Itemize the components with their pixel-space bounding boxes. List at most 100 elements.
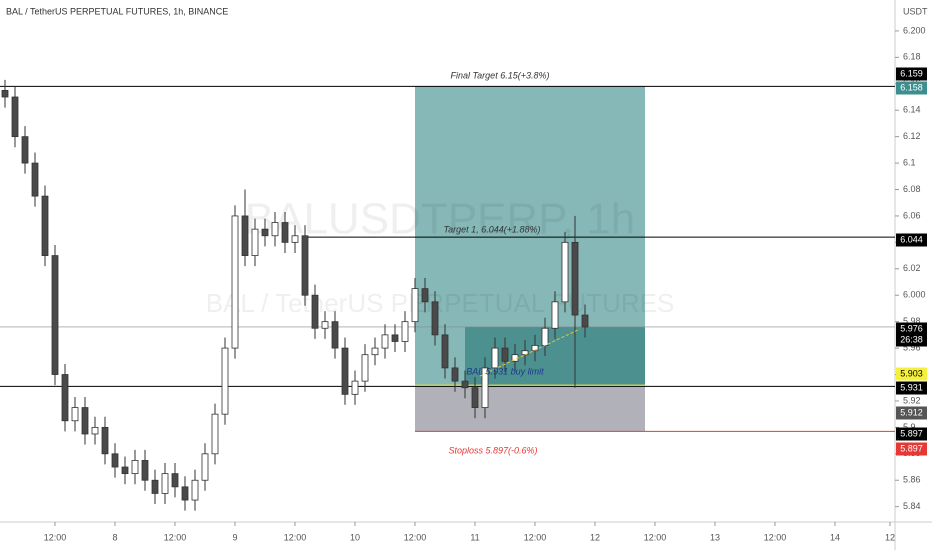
price-badge-label: 5.931: [900, 382, 923, 392]
candle-body: [211, 413, 219, 455]
candle-body: [461, 380, 469, 389]
price-badge-label: 6.159: [900, 68, 923, 78]
candle-body: [391, 334, 399, 342]
candle-body: [361, 354, 369, 382]
candle-body: [551, 301, 559, 329]
x-tick-label: 12: [590, 532, 600, 542]
candle-body: [221, 347, 229, 415]
candle-body: [541, 327, 549, 346]
price-badge: [896, 442, 927, 456]
candle-body: [71, 407, 79, 422]
candle-body: [251, 228, 259, 256]
y-tick-label: 6.18: [903, 52, 921, 62]
candle-body: [301, 235, 309, 296]
candle-body: [491, 347, 499, 369]
x-tick-label: 9: [232, 532, 237, 542]
candle-body: [51, 255, 59, 375]
price-badge: [896, 67, 927, 81]
candle-body: [291, 235, 299, 243]
candle-body: [141, 460, 149, 481]
candle-body: [531, 345, 539, 352]
x-tick-label: 12:00: [524, 532, 547, 542]
entry-label: BAL 5.931 buy limit: [466, 366, 544, 376]
candle-body: [371, 347, 379, 356]
y-tick-label: 5.96: [903, 342, 921, 352]
candle-body: [261, 228, 269, 237]
x-tick-label: 12:00: [404, 532, 427, 542]
final-target-label: Final Target 6.15(+3.8%): [451, 70, 550, 80]
candle-body: [451, 367, 459, 382]
stop-label: Stoploss 5.897(-0.6%): [448, 445, 537, 455]
x-tick-label: 12:00: [284, 532, 307, 542]
candle-body: [341, 347, 349, 395]
candle-body: [241, 215, 249, 256]
y-tick-label: 6.08: [903, 184, 921, 194]
y-tick-label: 5.86: [903, 475, 921, 485]
countdown-label: 26:38: [900, 334, 923, 344]
price-badge: [896, 233, 927, 247]
y-tick-label: 5.9: [903, 422, 916, 432]
y-tick-label: 6.14: [903, 105, 921, 115]
y-tick-label: 5.84: [903, 501, 921, 511]
candle-body: [121, 466, 129, 475]
candle-body: [161, 473, 169, 494]
candle-body: [201, 453, 209, 481]
price-badge: [896, 367, 927, 381]
position-tool: [415, 86, 645, 432]
x-tick-label: 12:00: [44, 532, 67, 542]
target-1-label: Target 1, 6.044(+1.88%): [444, 224, 541, 234]
candle-body: [101, 426, 109, 455]
candle-body: [281, 222, 289, 243]
candle-body: [91, 426, 99, 435]
candle-body: [501, 347, 509, 362]
candle-body: [521, 350, 529, 356]
candle-body: [131, 460, 139, 475]
candle-body: [561, 241, 569, 303]
candle-body: [421, 288, 429, 303]
y-tick-label: 6.06: [903, 210, 921, 220]
price-badge: [896, 406, 927, 420]
x-tick-label: 14: [830, 532, 840, 542]
x-tick-label: 8: [112, 532, 117, 542]
candle-body: [481, 367, 489, 408]
candle-body: [471, 387, 479, 408]
price-badge-label: 5.976: [900, 323, 923, 333]
entry-path: [479, 328, 581, 377]
candle-body: [111, 453, 119, 468]
candle-body: [351, 380, 359, 395]
candle-body: [411, 288, 419, 323]
price-badge-label: 6.158: [900, 82, 923, 92]
candle-body: [581, 314, 589, 328]
x-tick-label: 11: [470, 532, 479, 542]
price-badge-label: 5.912: [900, 407, 923, 417]
candle-body: [311, 294, 319, 329]
price-badge-label: 5.897: [900, 428, 923, 438]
price-badge: [896, 81, 927, 95]
y-tick-label: 5.92: [903, 395, 921, 405]
y-tick-label: 6.12: [903, 131, 921, 141]
candle-body: [331, 321, 339, 349]
x-tick-label: 12:00: [164, 532, 187, 542]
candle-body: [41, 195, 49, 256]
candle-body: [21, 136, 29, 164]
candle-body: [381, 334, 389, 349]
candle-body: [271, 222, 279, 237]
axis-unit: USDT: [903, 6, 928, 16]
price-badge: [896, 381, 927, 395]
candle-body: [441, 334, 449, 369]
candle-body: [31, 162, 39, 197]
chart-title: BAL / TetherUS PERPETUAL FUTURES, 1h, BI…: [6, 6, 228, 16]
candle-body: [151, 479, 159, 494]
x-tick-label: 10: [350, 532, 360, 542]
y-tick-label: 6.200: [903, 25, 926, 35]
y-tick-label: 6.02: [903, 263, 921, 273]
candle-body: [321, 321, 329, 329]
candle-body: [431, 301, 439, 336]
candle-body: [1, 89, 9, 98]
candle-body: [181, 486, 189, 501]
candle-body: [11, 96, 19, 138]
candle-body: [571, 241, 579, 316]
candle-body: [61, 374, 69, 422]
y-tick-label: 6.000: [903, 290, 926, 300]
